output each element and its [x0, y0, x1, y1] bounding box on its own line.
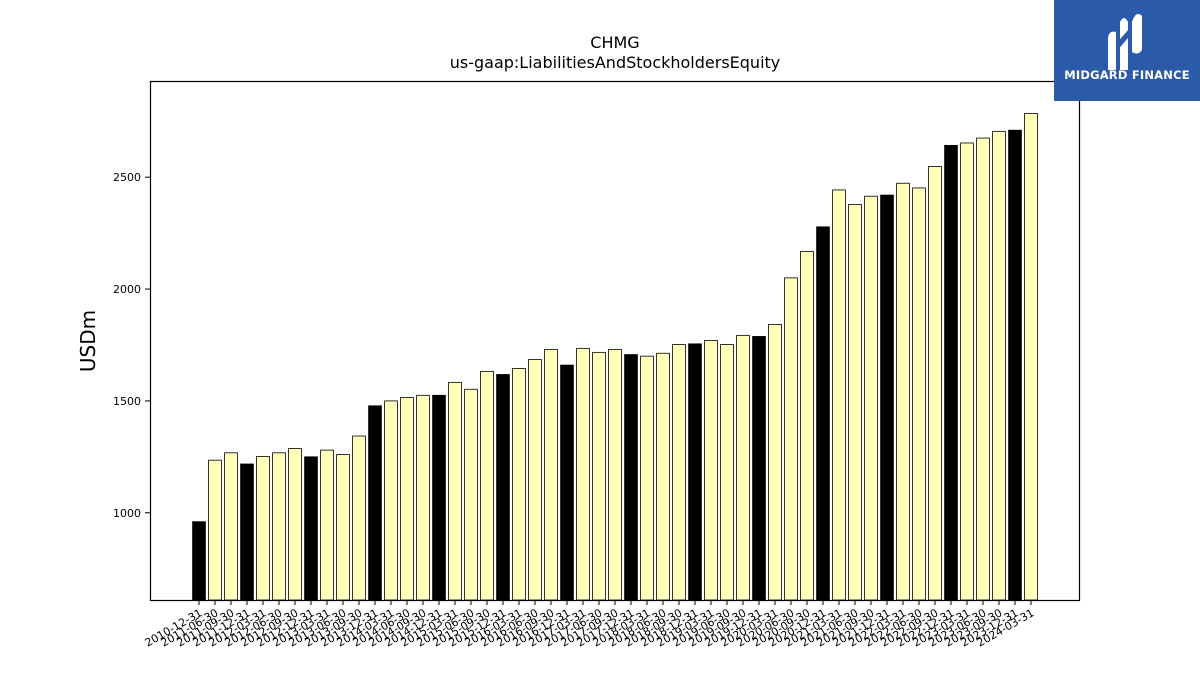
bar-2017-06-30 [592, 351, 606, 601]
bar-2016-03-31 [512, 368, 526, 601]
bar-2016-12-31 [560, 364, 574, 601]
midgard-finance-logo: MIDGARD FINANCE [1054, 0, 1200, 101]
bar-2017-03-31 [576, 347, 590, 601]
bar-2023-03-31 [960, 142, 974, 601]
bar-2012-06-30 [272, 452, 286, 601]
bar-2018-06-30 [656, 352, 670, 601]
bar-2020-06-30 [784, 277, 798, 601]
bar-2022-12-31 [944, 145, 958, 601]
bar-series [192, 113, 1038, 601]
bar-2015-09-30 [480, 370, 494, 601]
bar-2011-12-31 [240, 463, 254, 601]
bar-2010-12-31 [192, 521, 206, 601]
bar-2021-06-30 [848, 204, 862, 601]
bar-2014-09-30 [416, 394, 430, 601]
bar-2022-06-30 [912, 187, 926, 601]
logo-text: MIDGARD FINANCE [1064, 68, 1190, 82]
bar-2018-09-30 [672, 344, 686, 601]
bar-2011-06-30 [208, 459, 222, 601]
bar-2021-03-31 [832, 189, 846, 601]
bar-2022-03-31 [896, 182, 910, 601]
bar-2018-12-31 [688, 343, 702, 601]
y-tick-label: 1000 [113, 507, 141, 520]
bar-2019-12-31 [752, 336, 766, 601]
bar-2024-03-31 [1024, 113, 1038, 601]
bar-2023-06-30 [976, 137, 990, 601]
y-axis-label: USDm [76, 310, 100, 372]
bar-2014-06-30 [400, 397, 414, 601]
chart-subtitle: us-gaap:LiabilitiesAndStockholdersEquity [450, 53, 781, 72]
bar-2018-03-31 [640, 355, 654, 601]
bar-2012-03-31 [256, 455, 270, 601]
bar-2020-03-31 [768, 323, 782, 601]
x-axis-ticks: 2010-12-312011-06-302011-09-302011-12-31… [143, 600, 1037, 650]
y-tick-label: 2500 [113, 171, 141, 184]
bar-2021-12-31 [880, 194, 894, 601]
bar-2019-03-31 [704, 340, 718, 601]
bar-2013-09-30 [352, 435, 366, 601]
bar-2016-09-30 [544, 349, 558, 601]
bar-2021-09-30 [864, 195, 878, 601]
bar-2019-09-30 [736, 334, 750, 601]
midgard-m-icon [1108, 14, 1142, 70]
y-tick-label: 2000 [113, 283, 141, 296]
chart-title: CHMG [590, 33, 639, 52]
bar-2015-03-31 [448, 381, 462, 601]
bar-2012-09-30 [288, 448, 302, 601]
bar-2017-09-30 [608, 349, 622, 601]
bar-2023-12-31 [1008, 129, 1022, 601]
y-tick-label: 1500 [113, 395, 141, 408]
bar-2012-12-31 [304, 456, 318, 601]
bar-2016-06-30 [528, 359, 542, 601]
bar-2014-12-31 [432, 394, 446, 601]
bar-2020-12-31 [816, 226, 830, 601]
bar-2013-12-31 [368, 405, 382, 601]
bar-2013-03-31 [320, 449, 334, 601]
y-axis-ticks: 1000 1500 2000 2500 [113, 171, 150, 520]
bar-2015-12-31 [496, 374, 510, 601]
bar-2015-06-30 [464, 388, 478, 601]
bar-2019-06-30 [720, 344, 734, 601]
bar-2013-06-30 [336, 454, 350, 601]
bar-2023-09-30 [992, 130, 1006, 601]
bar-2020-09-30 [800, 251, 814, 601]
bar-2017-12-31 [624, 354, 638, 601]
bar-2011-09-30 [224, 452, 238, 601]
bar-2014-03-31 [384, 400, 398, 601]
bar-2022-09-30 [928, 166, 942, 601]
plot-frame [149, 80, 1081, 602]
